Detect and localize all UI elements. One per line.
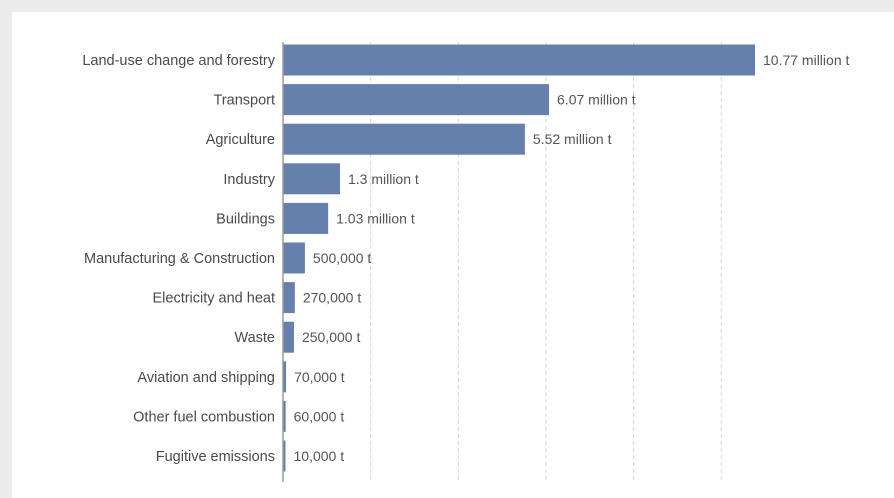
bar [283,123,525,155]
value-label: 1.3 million t [348,171,419,187]
category-label: Manufacturing & Construction [84,251,275,267]
value-label: 10.77 million t [763,52,849,68]
value-label: 250,000 t [302,329,360,345]
bar [283,163,340,195]
bar [283,321,294,353]
category-label: Buildings [216,211,275,227]
value-label: 60,000 t [294,408,345,424]
value-label: 5.52 million t [533,131,612,147]
category-label: Industry [223,172,275,188]
value-label: 6.07 million t [557,92,636,108]
bar [283,84,550,116]
category-labels: Land-use change and forestry Transport Agr… [82,53,275,465]
bar [283,440,286,472]
value-labels: 10.77 million t 6.07 million t 5.52 millio… [294,52,850,464]
category-label: Agriculture [206,132,275,148]
category-label: Land-use change and forestry [82,53,275,69]
bar [283,282,295,314]
category-label: Transport [213,93,275,109]
bar [283,44,755,76]
value-label: 70,000 t [294,369,345,385]
category-label: Waste [234,330,275,346]
bars [283,44,755,472]
category-label: Other fuel combustion [133,409,275,425]
value-label: 10,000 t [294,448,345,464]
bar [283,400,286,432]
value-label: 1.03 million t [336,210,415,226]
bar [283,361,287,393]
category-label: Fugitive emissions [156,449,275,465]
category-label: Electricity and heat [152,291,275,307]
value-label: 500,000 t [313,250,371,266]
value-label: 270,000 t [303,290,361,306]
chart-card: Land-use change and forestry Transport Agr… [12,12,894,498]
grid-lines [370,42,722,482]
bar-chart: Land-use change and forestry Transport Agr… [82,42,850,482]
bar [283,242,305,274]
category-label: Aviation and shipping [137,370,275,386]
bar [283,202,329,234]
